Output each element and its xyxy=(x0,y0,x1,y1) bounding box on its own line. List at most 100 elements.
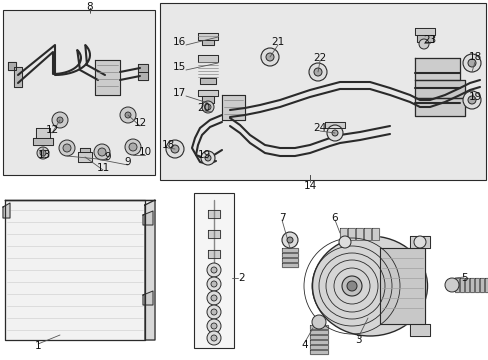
Text: 15: 15 xyxy=(172,62,185,72)
Polygon shape xyxy=(207,230,220,238)
Polygon shape xyxy=(33,138,53,145)
Polygon shape xyxy=(371,228,378,240)
Circle shape xyxy=(57,117,63,123)
Polygon shape xyxy=(282,248,297,252)
Text: 11: 11 xyxy=(96,163,109,173)
Text: 18: 18 xyxy=(161,140,174,150)
Polygon shape xyxy=(379,248,424,324)
Circle shape xyxy=(125,112,131,118)
Polygon shape xyxy=(142,211,153,225)
Circle shape xyxy=(308,63,326,81)
Circle shape xyxy=(129,143,137,151)
Circle shape xyxy=(313,68,321,76)
Circle shape xyxy=(206,331,221,345)
Polygon shape xyxy=(325,122,345,128)
Polygon shape xyxy=(454,278,458,292)
Text: 21: 21 xyxy=(271,37,284,47)
Polygon shape xyxy=(409,324,429,336)
Text: 2: 2 xyxy=(238,273,244,283)
Polygon shape xyxy=(309,345,327,349)
Circle shape xyxy=(282,232,297,248)
Polygon shape xyxy=(414,28,434,35)
Polygon shape xyxy=(222,95,244,120)
Text: 8: 8 xyxy=(86,2,93,12)
Text: 10: 10 xyxy=(138,147,151,157)
Circle shape xyxy=(201,151,215,165)
Circle shape xyxy=(165,140,183,158)
Polygon shape xyxy=(138,72,148,80)
Circle shape xyxy=(63,144,71,152)
Text: 14: 14 xyxy=(303,181,316,191)
Circle shape xyxy=(59,140,75,156)
Circle shape xyxy=(37,147,49,159)
Polygon shape xyxy=(409,236,429,248)
Circle shape xyxy=(467,96,475,104)
Polygon shape xyxy=(355,228,362,240)
Polygon shape xyxy=(484,278,488,292)
Polygon shape xyxy=(8,62,16,70)
Circle shape xyxy=(98,148,106,156)
Polygon shape xyxy=(200,78,216,84)
Text: 7: 7 xyxy=(278,213,285,223)
Circle shape xyxy=(210,323,217,329)
Text: 6: 6 xyxy=(331,213,338,223)
Polygon shape xyxy=(202,40,214,45)
Circle shape xyxy=(413,236,425,248)
Polygon shape xyxy=(198,33,218,40)
Polygon shape xyxy=(469,278,473,292)
Circle shape xyxy=(52,112,68,128)
Polygon shape xyxy=(414,80,464,98)
Text: 18: 18 xyxy=(468,52,481,62)
Circle shape xyxy=(210,281,217,287)
Circle shape xyxy=(206,305,221,319)
Circle shape xyxy=(462,54,480,72)
Circle shape xyxy=(331,130,337,136)
Circle shape xyxy=(202,101,214,113)
Circle shape xyxy=(265,53,273,61)
Circle shape xyxy=(326,125,342,141)
Circle shape xyxy=(210,309,217,315)
Circle shape xyxy=(261,48,279,66)
Circle shape xyxy=(206,319,221,333)
Text: 9: 9 xyxy=(104,152,111,162)
Text: 16: 16 xyxy=(172,37,185,47)
Polygon shape xyxy=(309,325,327,329)
Text: 19: 19 xyxy=(197,150,210,160)
Circle shape xyxy=(40,150,46,156)
Circle shape xyxy=(210,267,217,273)
Bar xyxy=(3,10,155,175)
Text: 13: 13 xyxy=(37,150,51,160)
Circle shape xyxy=(338,236,350,248)
Polygon shape xyxy=(198,90,218,96)
Polygon shape xyxy=(474,278,478,292)
Text: 19: 19 xyxy=(468,92,481,102)
Text: 12: 12 xyxy=(133,118,146,128)
Text: 12: 12 xyxy=(45,125,59,135)
Text: 9: 9 xyxy=(124,157,131,167)
Polygon shape xyxy=(145,200,155,340)
Polygon shape xyxy=(78,152,92,162)
Polygon shape xyxy=(282,253,297,257)
Text: 23: 23 xyxy=(423,35,436,45)
Polygon shape xyxy=(347,228,354,240)
Circle shape xyxy=(125,139,141,155)
Circle shape xyxy=(341,276,361,296)
Polygon shape xyxy=(282,258,297,262)
Polygon shape xyxy=(198,55,218,62)
Polygon shape xyxy=(5,200,145,340)
Circle shape xyxy=(286,237,292,243)
Polygon shape xyxy=(309,350,327,354)
Circle shape xyxy=(206,291,221,305)
Polygon shape xyxy=(414,98,464,116)
Text: 4: 4 xyxy=(301,340,307,350)
Polygon shape xyxy=(414,58,459,80)
Circle shape xyxy=(467,59,475,67)
Polygon shape xyxy=(309,340,327,344)
Polygon shape xyxy=(459,278,463,292)
Circle shape xyxy=(210,335,217,341)
Text: 24: 24 xyxy=(313,123,326,133)
Text: 22: 22 xyxy=(313,53,326,63)
Polygon shape xyxy=(339,228,346,240)
Ellipse shape xyxy=(312,236,427,336)
Circle shape xyxy=(204,104,210,110)
